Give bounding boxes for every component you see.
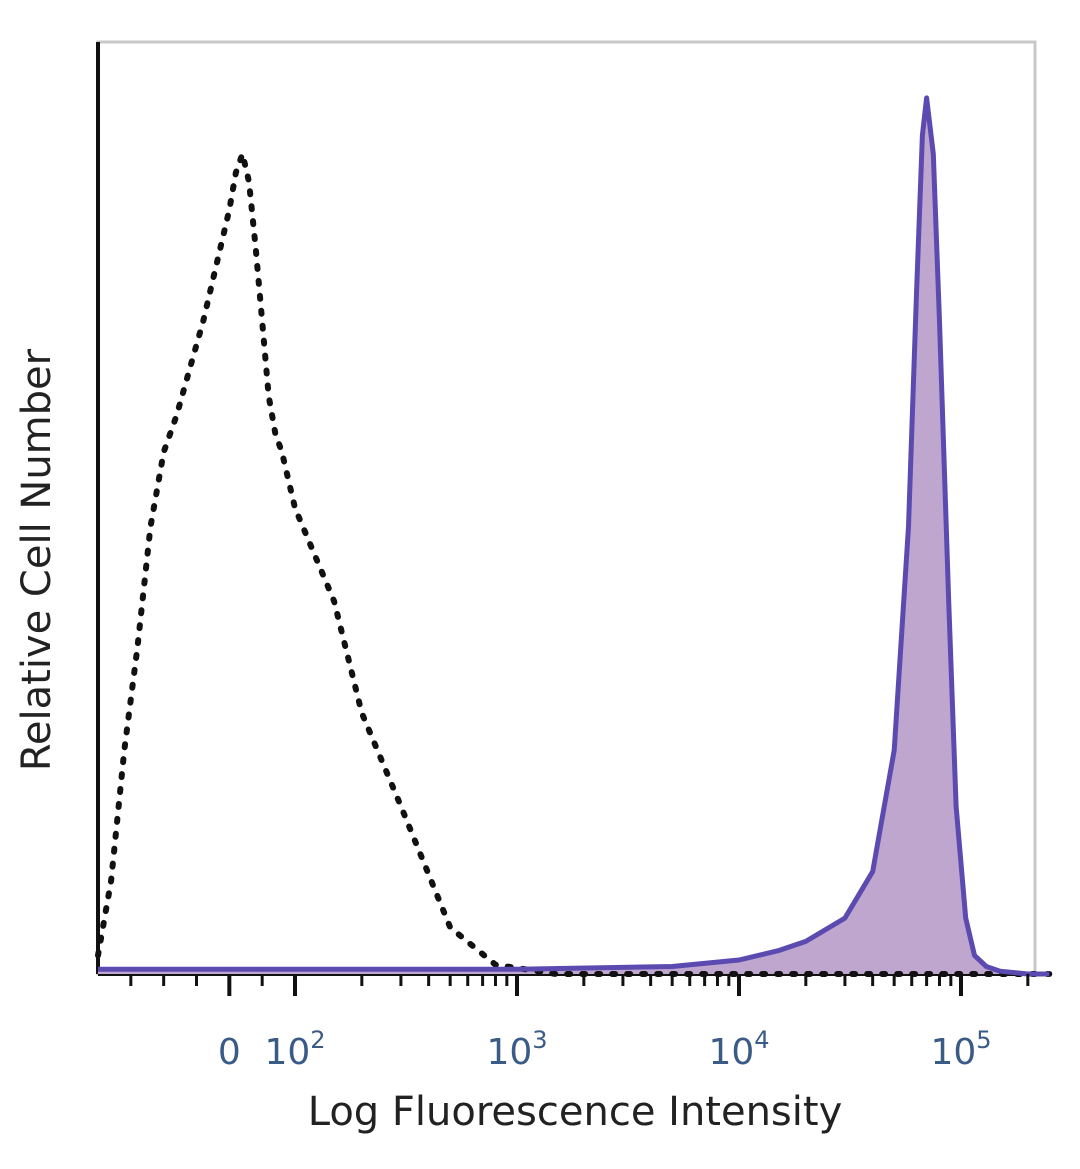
plot-frame xyxy=(96,40,1037,976)
series-1-area xyxy=(98,97,1050,974)
series-1-line xyxy=(98,95,1050,977)
x-axis-label: Log Fluorescence Intensity xyxy=(308,1089,843,1135)
x-tick-label-2: 103 xyxy=(486,1026,547,1073)
line-layer xyxy=(95,95,1053,977)
x-tick-label-1: 102 xyxy=(264,1026,325,1073)
series-0-line xyxy=(95,143,1053,977)
x-tick-label-4: 105 xyxy=(930,1026,991,1073)
x-tick-label-0: 0 xyxy=(218,1032,241,1073)
tick-layer: 0 102 103 104 105 xyxy=(129,974,1030,1073)
y-axis-label: Relative Cell Number xyxy=(14,348,60,771)
fill-layer xyxy=(98,97,1050,974)
x-tick-label-3: 104 xyxy=(708,1026,769,1073)
